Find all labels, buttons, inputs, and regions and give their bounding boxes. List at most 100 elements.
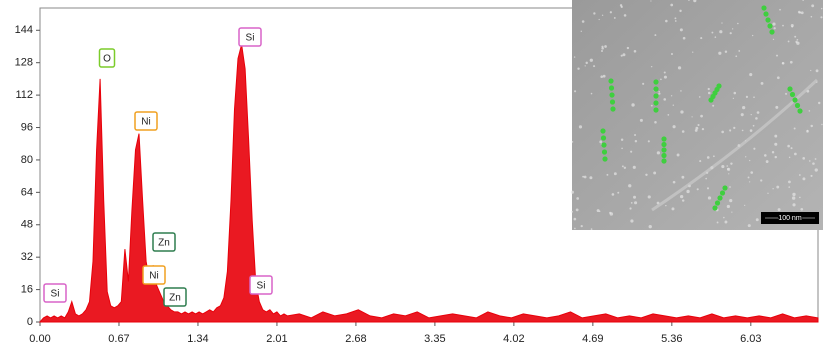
x-tick-label: 2.01 [266,333,287,345]
inset-speck [712,105,714,107]
inset-speck [602,15,603,16]
inset-speck [606,174,608,176]
inset-speck [670,4,673,7]
inset-speck [621,139,623,141]
inset-nanoparticle [608,78,613,83]
chart: 01632486480961121281440.000.671.342.012.… [0,0,823,354]
inset-speck [572,141,574,143]
y-tick-label: 48 [21,219,33,231]
inset-speck [673,125,676,128]
inset-speck [593,12,595,14]
inset-speck [599,140,602,143]
inset-speck [640,119,643,122]
inset-nanoparticle [769,29,774,34]
inset-nanoparticle [708,97,713,102]
inset-speck [680,110,683,113]
inset-speck [691,116,692,117]
inset-speck [654,34,656,36]
inset-speck [589,176,592,179]
inset-speck [634,134,636,136]
inset-speck [677,154,680,157]
inset-speck [809,160,811,162]
inset-speck [791,147,793,149]
inset-speck [785,93,787,95]
inset-speck [821,124,822,125]
inset-speck [787,145,790,148]
inset-speck [821,8,822,9]
inset-speck [729,129,731,131]
inset-speck [789,157,790,158]
inset-speck [818,102,820,104]
x-tick-label: 2.68 [345,333,366,345]
inset-speck [731,211,732,212]
inset-speck [658,92,660,94]
inset-speck [741,113,744,116]
y-tick-label: 80 [21,154,33,166]
inset-speck [726,165,728,167]
y-tick-label: 96 [21,121,33,133]
inset-speck [803,177,806,180]
inset-speck [660,78,662,80]
inset-speck [612,193,615,196]
inset-nanoparticle [792,97,797,102]
x-tick-label: 4.02 [503,333,524,345]
inset-speck [678,66,681,69]
inset-speck [733,127,735,129]
inset-speck [767,193,768,194]
y-tick-label: 128 [15,57,33,69]
inset-speck [790,61,793,64]
inset-speck [760,179,762,181]
inset-speck [702,128,704,130]
inset-speck [630,151,632,153]
inset-speck [788,186,790,188]
inset-speck [610,212,613,215]
inset-speck [697,188,699,190]
inset-speck [733,98,734,99]
inset-speck [634,201,637,204]
inset-speck [738,50,740,52]
y-tick-label: 0 [27,316,33,328]
x-tick-label: 6.03 [740,333,761,345]
inset-nanoparticle [609,92,614,97]
inset-speck [571,211,573,213]
inset-speck [815,168,818,171]
inset-speck [812,162,815,165]
inset-speck [581,31,582,32]
inset-speck [665,205,666,206]
inset-speck [697,124,699,126]
inset-speck [603,75,606,78]
inset-speck [773,27,775,29]
inset-speck [648,195,651,198]
inset-speck [576,197,579,200]
inset-nanoparticle [722,185,727,190]
inset-speck [774,135,777,138]
inset-speck [792,196,795,199]
inset-speck [610,11,612,13]
inset-speck [800,208,803,211]
inset-nanoparticle [661,153,666,158]
inset-speck [723,217,725,219]
inset-speck [634,50,637,53]
inset-speck [680,195,683,198]
inset-speck [772,151,774,153]
inset-speck [708,196,711,199]
inset-speck [664,71,666,73]
inset-speck [732,28,733,29]
inset-speck [750,171,753,174]
inset-speck [711,32,713,34]
inset-nanoparticle [661,136,666,141]
inset-nanoparticle [717,195,722,200]
inset-nanoparticle [653,86,658,91]
inset-speck [753,125,755,127]
inset-speck [680,90,682,92]
inset-speck [794,153,797,156]
inset-speck [752,35,753,36]
x-tick-label: 4.69 [582,333,603,345]
inset-speck [664,76,667,79]
inset-speck [816,69,819,72]
inset-speck [621,55,623,57]
inset-speck [686,190,689,193]
inset-speck [756,218,759,221]
inset-speck [729,199,732,202]
inset-speck [679,10,681,12]
